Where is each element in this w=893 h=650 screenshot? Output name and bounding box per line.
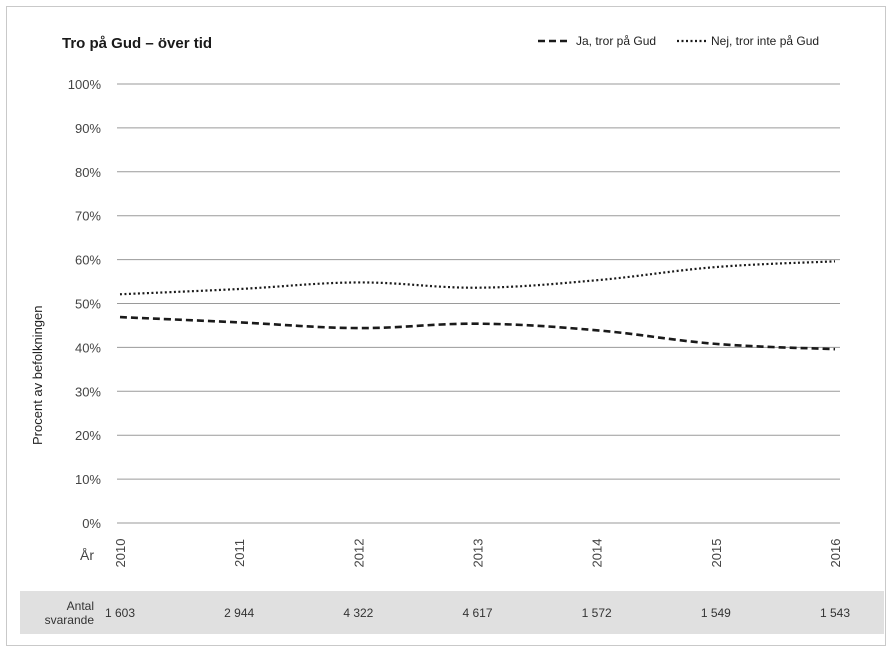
- y-ticks: 0% 10% 20% 30% 40% 50% 60% 70% 80% 90% 100%: [68, 77, 102, 531]
- y-tick-label: 70%: [75, 209, 101, 224]
- x-tick-label: 2011: [232, 539, 247, 567]
- y-tick-label: 50%: [75, 297, 101, 312]
- legend: Ja, tror på Gud Nej, tror inte på Gud: [538, 34, 819, 48]
- y-tick-label: 10%: [75, 472, 101, 487]
- y-tick-label: 80%: [75, 165, 101, 180]
- y-axis-label: Procent av befolkningen: [30, 306, 45, 445]
- respondents-band: [20, 591, 884, 634]
- x-tick-label: 2016: [828, 539, 843, 568]
- x-tick-label: 2010: [113, 539, 128, 568]
- respondents-value: 1 603: [105, 606, 135, 620]
- chart-title: Tro på Gud – över tid: [62, 35, 212, 52]
- gridlines: [117, 83, 840, 524]
- respondents-value: 1 549: [701, 606, 731, 620]
- x-tick-label: 2015: [709, 539, 724, 568]
- y-tick-label: 100%: [68, 77, 102, 92]
- y-tick-label: 60%: [75, 253, 101, 268]
- respondents-label: Antal svarande: [45, 599, 95, 627]
- chart-frame: [6, 6, 886, 646]
- respondents-value: 4 617: [462, 606, 492, 620]
- x-axis-label: År: [80, 547, 94, 563]
- x-tick-label: 2013: [471, 539, 486, 568]
- y-tick-label: 0%: [82, 516, 101, 531]
- legend-label-ja: Ja, tror på Gud: [576, 34, 656, 48]
- y-tick-label: 20%: [75, 428, 101, 443]
- y-tick-label: 40%: [75, 340, 101, 355]
- x-tick-label: 2012: [351, 539, 366, 568]
- series-line-ja: [119, 315, 836, 351]
- respondents-value: 1 543: [820, 606, 850, 620]
- y-tick-label: 90%: [75, 121, 101, 136]
- respondents-value: 2 944: [224, 606, 254, 620]
- respondents-row: 1 603 2 944 4 322 4 617 1 572 1 549 1 543: [105, 606, 850, 620]
- respondents-value: 4 322: [343, 606, 373, 620]
- series-line-nej: [119, 260, 836, 296]
- legend-label-nej: Nej, tror inte på Gud: [711, 34, 819, 48]
- respondents-value: 1 572: [582, 606, 612, 620]
- x-ticks: 2010 2011 2012 2013 2014 2015 2016: [113, 539, 843, 568]
- y-tick-label: 30%: [75, 384, 101, 399]
- x-tick-label: 2014: [590, 539, 605, 568]
- series-lines: [119, 260, 836, 351]
